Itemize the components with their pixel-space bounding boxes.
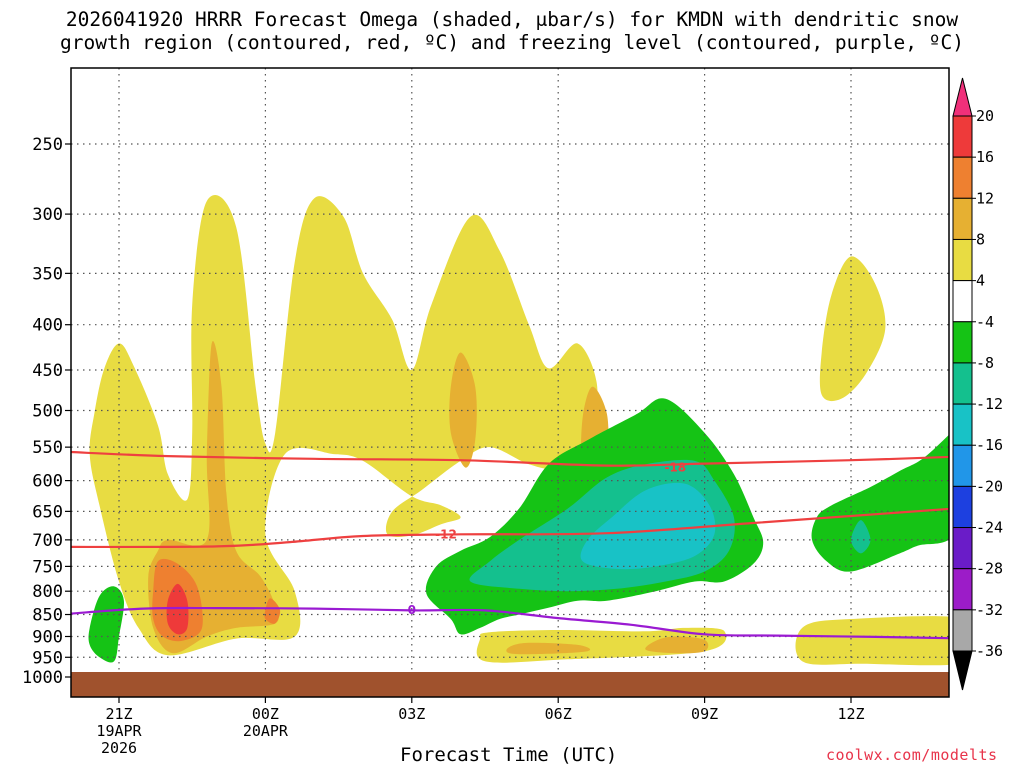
- colorbar-label-1: 16: [976, 148, 994, 166]
- xtick-year-21Z: 2026: [101, 739, 137, 757]
- chart-title: 2026041920 HRRR Forecast Omega (shaded, …: [0, 8, 1024, 54]
- colorbar-bin-2: [952, 156, 973, 199]
- credit-link[interactable]: coolwx.com/modelts: [826, 746, 998, 764]
- ytick-label-600: 600: [32, 472, 63, 492]
- xtick-label-21Z: 21Z: [105, 705, 132, 723]
- gridlines: [71, 68, 949, 672]
- xtick-label-00Z: 00Z: [252, 705, 279, 723]
- omega-region-5: [449, 352, 477, 468]
- colorbar-label-12: -32: [976, 601, 1003, 619]
- xtick-label-06Z: 06Z: [545, 705, 572, 723]
- ytick-label-900: 900: [32, 627, 63, 647]
- ytick-label-250: 250: [32, 135, 63, 155]
- colorbar-label-13: -36: [976, 642, 1003, 660]
- colorbar-bin-10: [952, 485, 973, 529]
- ytick-label-700: 700: [32, 531, 63, 551]
- omega-region-1: [819, 256, 886, 402]
- omega-region-17: [580, 482, 716, 570]
- colorbar-bin-8: [952, 403, 973, 446]
- colorbar-bin-7: [952, 362, 973, 405]
- ytick-label-350: 350: [32, 264, 63, 284]
- ytick-label-500: 500: [32, 402, 63, 422]
- xtick-label-03Z: 03Z: [398, 705, 425, 723]
- omega-colorbar: 20 16 12 8 4 -4 -8 -12 -16 -20 -24 -28 -32 -36: [952, 77, 1003, 691]
- colorbar-bin-4: [952, 238, 973, 282]
- xtick-label-12Z: 12Z: [837, 705, 864, 723]
- contour-label-1: -12: [435, 527, 457, 541]
- colorbar-bin-3: [952, 197, 973, 240]
- contour-labels: -18 -12 0: [408, 461, 687, 617]
- colorbar-label-4: 4: [976, 272, 985, 290]
- ytick-label-650: 650: [32, 502, 63, 522]
- omega-region-16: [851, 520, 871, 554]
- ytick-label-950: 950: [32, 648, 63, 668]
- ytick-label-300: 300: [32, 205, 63, 225]
- omega-region-12: [88, 586, 125, 663]
- colorbar-bin-1: [952, 115, 973, 158]
- ytick-label-550: 550: [32, 438, 63, 458]
- pressure-axis: 2503003504004505005506006507007508008509…: [22, 135, 71, 688]
- colorbar-bin-6: [952, 321, 973, 364]
- contour-lines: [71, 450, 949, 640]
- colorbar-bin-5: [952, 280, 973, 323]
- ytick-label-1000: 1000: [22, 668, 63, 688]
- ytick-label-800: 800: [32, 582, 63, 602]
- omega-region-11: [166, 583, 189, 635]
- colorbar-min-triangle: [952, 650, 973, 691]
- omega-region-3: [795, 616, 949, 666]
- contour-line-0: [71, 450, 949, 467]
- colorbar-label-5: -4: [976, 313, 994, 331]
- colorbar-label-2: 12: [976, 189, 994, 207]
- ytick-label-850: 850: [32, 606, 63, 626]
- colorbar-label-9: -20: [976, 477, 1003, 495]
- ytick-label-750: 750: [32, 557, 63, 577]
- ytick-label-450: 450: [32, 361, 63, 381]
- contour-label-2: 0: [408, 603, 416, 617]
- plot-frame: [70, 67, 950, 698]
- title-line-1: 2026041920 HRRR Forecast Omega (shaded, …: [65, 8, 959, 31]
- xtick-date-21Z: 19APR: [96, 722, 142, 740]
- colorbar-label-0: 20: [976, 107, 994, 125]
- colorbar-bin-9: [952, 444, 973, 487]
- contour-line-1: [71, 507, 949, 549]
- omega-region-10: [264, 598, 281, 624]
- omega-region-7: [506, 642, 591, 655]
- colorbar-label-10: -24: [976, 519, 1003, 537]
- colorbar-label-7: -12: [976, 395, 1003, 413]
- contour-label-0: -18: [664, 461, 686, 475]
- xtick-label-09Z: 09Z: [691, 705, 718, 723]
- surface-ground-band: [71, 672, 949, 697]
- colorbar-bin-13: [952, 609, 973, 652]
- colorbar-label-6: -8: [976, 354, 994, 372]
- xtick-date-00Z: 20APR: [243, 722, 289, 740]
- colorbar-max-triangle: [952, 77, 973, 117]
- omega-shaded-regions: [88, 195, 949, 666]
- colorbar-label-8: -16: [976, 436, 1003, 454]
- colorbar-label-11: -28: [976, 560, 1003, 578]
- colorbar-bin-11: [952, 527, 973, 570]
- title-line-2: growth region (contoured, red, ºC) and f…: [60, 31, 964, 54]
- x-axis-label: Forecast Time (UTC): [400, 744, 618, 766]
- omega-region-14: [811, 434, 949, 572]
- colorbar-label-3: 8: [976, 230, 985, 248]
- contour-line-2: [71, 606, 949, 640]
- colorbar-bin-12: [952, 568, 973, 611]
- omega-region-8: [645, 636, 709, 654]
- ytick-label-400: 400: [32, 316, 63, 336]
